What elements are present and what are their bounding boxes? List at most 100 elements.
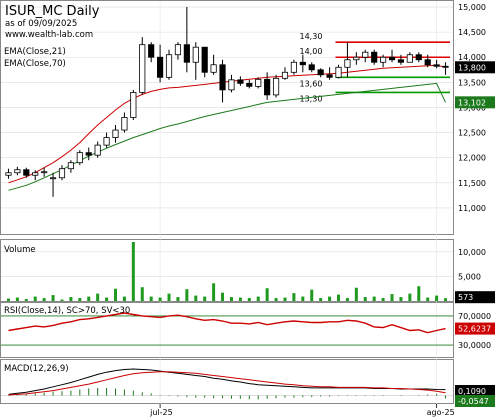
rsi-value-tag-bg: [455, 322, 495, 335]
price-tick-label: 12,500: [458, 129, 486, 138]
rsi-title: RSI(Close,14), SC>70, SV<30: [4, 306, 130, 316]
chart-site: www.wealth-lab.com: [5, 30, 93, 40]
volume-bar: [408, 293, 412, 301]
candle-body: [14, 169, 21, 174]
volume-bar: [435, 295, 439, 301]
candle-body: [299, 61, 306, 66]
volume-panel: [0, 239, 454, 302]
candle-body: [103, 137, 110, 146]
candle-body: [139, 44, 146, 93]
volume-bar: [274, 298, 278, 301]
candle-body: [255, 78, 262, 87]
candle-body: [442, 65, 449, 68]
rsi-gridlines: 30,0000 70,0000: [1, 312, 491, 350]
volume-tick-label: 10,000: [458, 248, 486, 257]
volume-gridlines: 5,000 10,000: [1, 248, 486, 281]
candle-body: [58, 168, 66, 179]
macd-value-tag: 0,1090: [458, 387, 486, 396]
candle-body: [94, 144, 101, 156]
candle-body: [406, 54, 413, 63]
rsi-value-tag: 52,6237: [458, 325, 491, 334]
volume-bar: [345, 298, 349, 301]
volume-bar: [69, 297, 73, 301]
rsi-panel: [0, 302, 454, 358]
candle-body: [32, 172, 39, 176]
volume-bar: [149, 296, 153, 301]
volume-bar: [328, 296, 332, 301]
candle-body: [76, 152, 83, 164]
chart-date: as of 09/09/2025: [5, 19, 77, 29]
candle-body: [272, 77, 280, 96]
volume-bar: [283, 297, 287, 301]
candle-body: [433, 64, 440, 67]
price-last-tags: 13,800 13,102: [455, 61, 495, 109]
volume-bar: [87, 296, 91, 301]
candle-body: [344, 59, 351, 68]
chart-title: ISUR_MC Daily: [5, 4, 100, 19]
legend-ema70: EMA(Close,70): [4, 59, 66, 69]
volume-bar: [229, 297, 233, 301]
candle-body: [308, 64, 315, 71]
price-tick-label: 14,000: [458, 53, 486, 62]
volume-bar: [381, 298, 385, 301]
rsi-tick-label: 70,0000: [458, 312, 491, 321]
volume-bar: [114, 288, 117, 301]
volume-bars: 573: [6, 242, 495, 304]
candle-body: [424, 59, 431, 66]
candle-body: [317, 69, 324, 76]
volume-bar: [292, 293, 296, 301]
price-level-label: 13,60: [300, 79, 323, 88]
price-tick-label: 11,000: [458, 204, 486, 213]
volume-bar: [390, 294, 394, 301]
macd-panel: [0, 359, 454, 404]
price-tick-label: 14,500: [458, 28, 486, 37]
candle-body: [165, 54, 173, 78]
volume-bar: [372, 296, 376, 301]
candle-body: [264, 78, 271, 96]
candle-body: [157, 56, 164, 78]
candle-body: [201, 46, 208, 73]
volume-bar: [399, 297, 403, 301]
volume-bar: [140, 287, 144, 301]
candle-body: [130, 91, 137, 118]
rsi-tick-label: 30,0000: [458, 341, 491, 350]
ema70-value-tag: 13,102: [458, 98, 486, 107]
candle-body: [210, 64, 217, 73]
candle-body: [371, 51, 378, 63]
candle-body: [121, 117, 128, 131]
volume-value-tag: 573: [458, 293, 473, 302]
volume-bar: [60, 299, 64, 301]
candle-body: [174, 44, 182, 56]
candle-body: [112, 129, 119, 138]
volume-bar: [167, 293, 171, 301]
volume-bar: [319, 298, 323, 301]
price-panel: [0, 0, 454, 235]
volume-bar: [24, 299, 28, 301]
close-value-tag: 13,800: [458, 63, 486, 72]
candle-body: [246, 82, 253, 87]
volume-bar: [221, 292, 225, 301]
candle-body: [85, 152, 92, 156]
date-tick-label: ago-25: [427, 408, 455, 417]
volume-bar: [354, 287, 358, 301]
ema70-value-tag-bg: [455, 96, 495, 109]
volume-title: Volume: [4, 245, 36, 255]
candle-body: [228, 79, 235, 91]
macd-lines: 0,1090-0,0547: [7, 368, 495, 407]
candle-body: [5, 172, 12, 176]
legend-ema21: EMA(Close,21): [4, 47, 66, 57]
macd-value-tag-bg: [455, 385, 495, 397]
macd-hist-value-tag-bg: [455, 395, 495, 407]
volume-bar: [301, 296, 305, 301]
volume-bar: [105, 297, 109, 301]
candle-body: [281, 71, 289, 79]
volume-bar: [51, 295, 55, 301]
candle-body: [290, 61, 297, 73]
volume-bar: [444, 298, 448, 301]
volume-bar: [417, 286, 421, 301]
volume-bar: [158, 297, 162, 301]
date-tick-label: jul-25: [149, 408, 173, 417]
volume-bar: [6, 298, 10, 301]
volume-bar: [33, 296, 37, 301]
